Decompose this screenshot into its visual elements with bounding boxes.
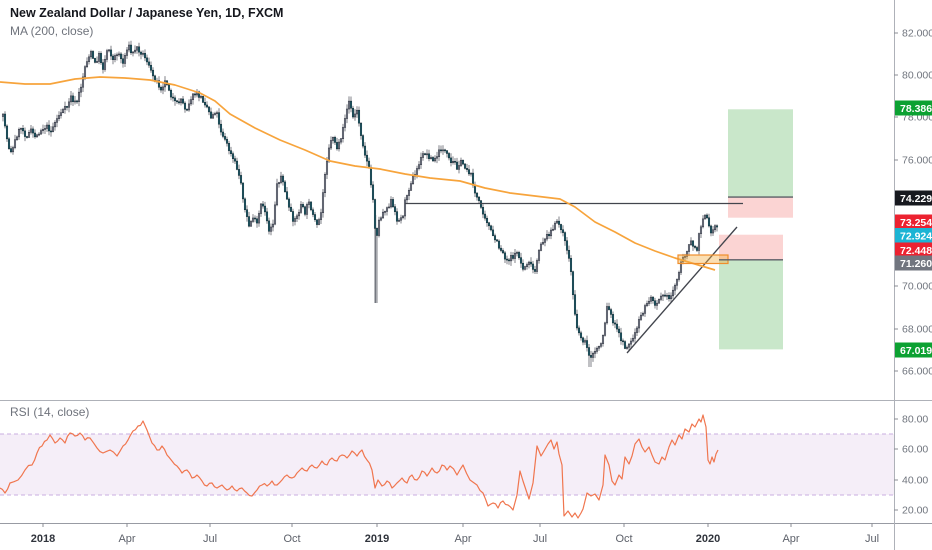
time-tick-label: Oct (615, 533, 632, 545)
price-badge-label: 74.229 (900, 193, 932, 205)
axis-tick-label: 68.000 (902, 324, 932, 336)
axis-tick-label: 80.00 (902, 414, 928, 426)
price-badge-label: 78.386 (900, 103, 932, 115)
rsi-band (0, 434, 894, 495)
price-badge-bg (895, 190, 932, 206)
trend-line-drawing[interactable] (626, 226, 738, 354)
time-tick-label: 2019 (365, 533, 389, 545)
axis-tick-label: 60.00 (902, 444, 928, 456)
price-badge: 67.019 (895, 342, 932, 358)
time-tick-label: Jul (533, 533, 547, 545)
position-zone-green[interactable] (728, 109, 793, 198)
price-badge-label: 72.924 (900, 230, 932, 242)
time-axis[interactable] (0, 523, 932, 550)
axis-tick-label: 82.000 (902, 28, 932, 40)
price-badge: 72.924 (895, 228, 932, 243)
axis-tick-label: 70.000 (902, 281, 932, 293)
time-tick-label: Jul (203, 533, 217, 545)
time-tick-label: Jul (865, 533, 879, 545)
price-axis[interactable] (894, 0, 932, 523)
price-badge-label: 72.448 (900, 245, 932, 257)
candlestick-series (1, 40, 719, 367)
time-tick-label: Apr (454, 533, 471, 545)
time-tick-label: Oct (283, 533, 300, 545)
price-badge-bg (895, 100, 932, 116)
time-tick-label: 2018 (31, 533, 55, 545)
rsi-indicator-legend[interactable]: RSI (14, close) (10, 405, 90, 419)
price-badge: 74.229 (895, 190, 932, 206)
time-tick-label: Apr (118, 533, 135, 545)
position-zone-green[interactable] (719, 259, 783, 350)
axis-tick-label: 20.00 (902, 505, 928, 517)
axis-tick-label: 66.000 (902, 366, 932, 378)
position-tool-zones[interactable] (719, 109, 793, 350)
price-badge: 72.448 (895, 242, 932, 258)
price-badge-label: 71.260 (900, 258, 932, 270)
ma-indicator-legend[interactable]: MA (200, close) (10, 24, 94, 38)
price-badge: 71.260 (895, 255, 932, 271)
time-tick-label: Apr (782, 533, 799, 545)
price-badge-bg (895, 242, 932, 258)
symbol-legend[interactable]: New Zealand Dollar / Japanese Yen, 1D, F… (10, 6, 284, 20)
price-badge-bg (895, 214, 932, 230)
price-badge-bg (895, 342, 932, 358)
price-badge-label: 67.019 (900, 345, 932, 357)
price-badge-bg (895, 228, 932, 243)
rsi-line[interactable] (0, 414, 719, 519)
axis-tick-label: 80.000 (902, 70, 932, 82)
axis-tick-label: 76.000 (902, 155, 932, 167)
time-axis-labels: 2018 Apr Jul Oct 2019 Apr Jul Oct 2020 Apr Jul (31, 523, 879, 545)
position-zone-red[interactable] (719, 234, 783, 260)
price-badge-label: 73.254 (900, 217, 932, 229)
price-badge-bg (895, 255, 932, 271)
time-tick-label: 2020 (696, 533, 720, 545)
position-zone-red[interactable] (728, 197, 793, 218)
axis-tick-label: 40.00 (902, 475, 928, 487)
price-badge: 78.386 (895, 100, 932, 116)
price-badge: 73.254 (895, 214, 932, 230)
ma-200-line[interactable] (0, 76, 716, 271)
